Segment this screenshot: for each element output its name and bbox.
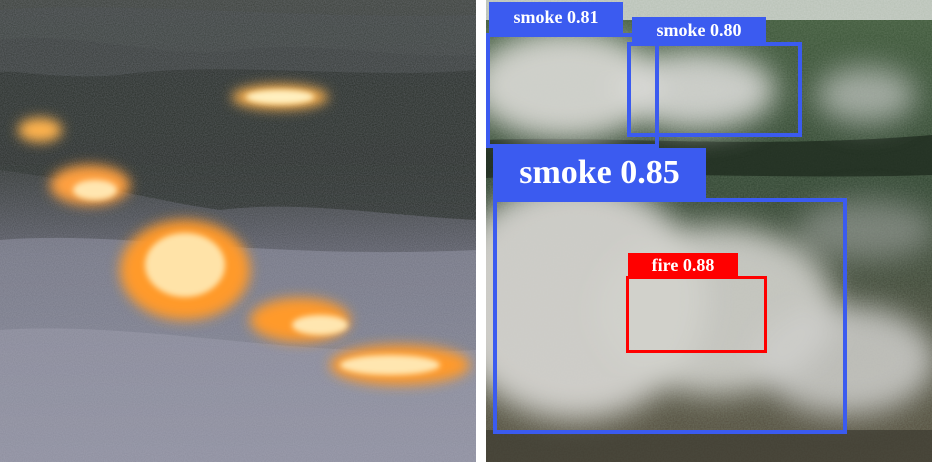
smoke-label-2: smoke 0.80 [632, 17, 766, 44]
infrared-image-panel [0, 0, 476, 462]
smoke-label-3: smoke 0.85 [493, 148, 706, 198]
fire-label-1: fire 0.88 [628, 253, 738, 277]
smoke-box-1 [486, 33, 659, 148]
smoke-box-2 [627, 42, 802, 137]
infrared-scene [0, 0, 476, 462]
smoke-box-3 [493, 198, 847, 434]
smoke-label-1: smoke 0.81 [489, 2, 623, 33]
fire-box-1 [626, 276, 767, 353]
